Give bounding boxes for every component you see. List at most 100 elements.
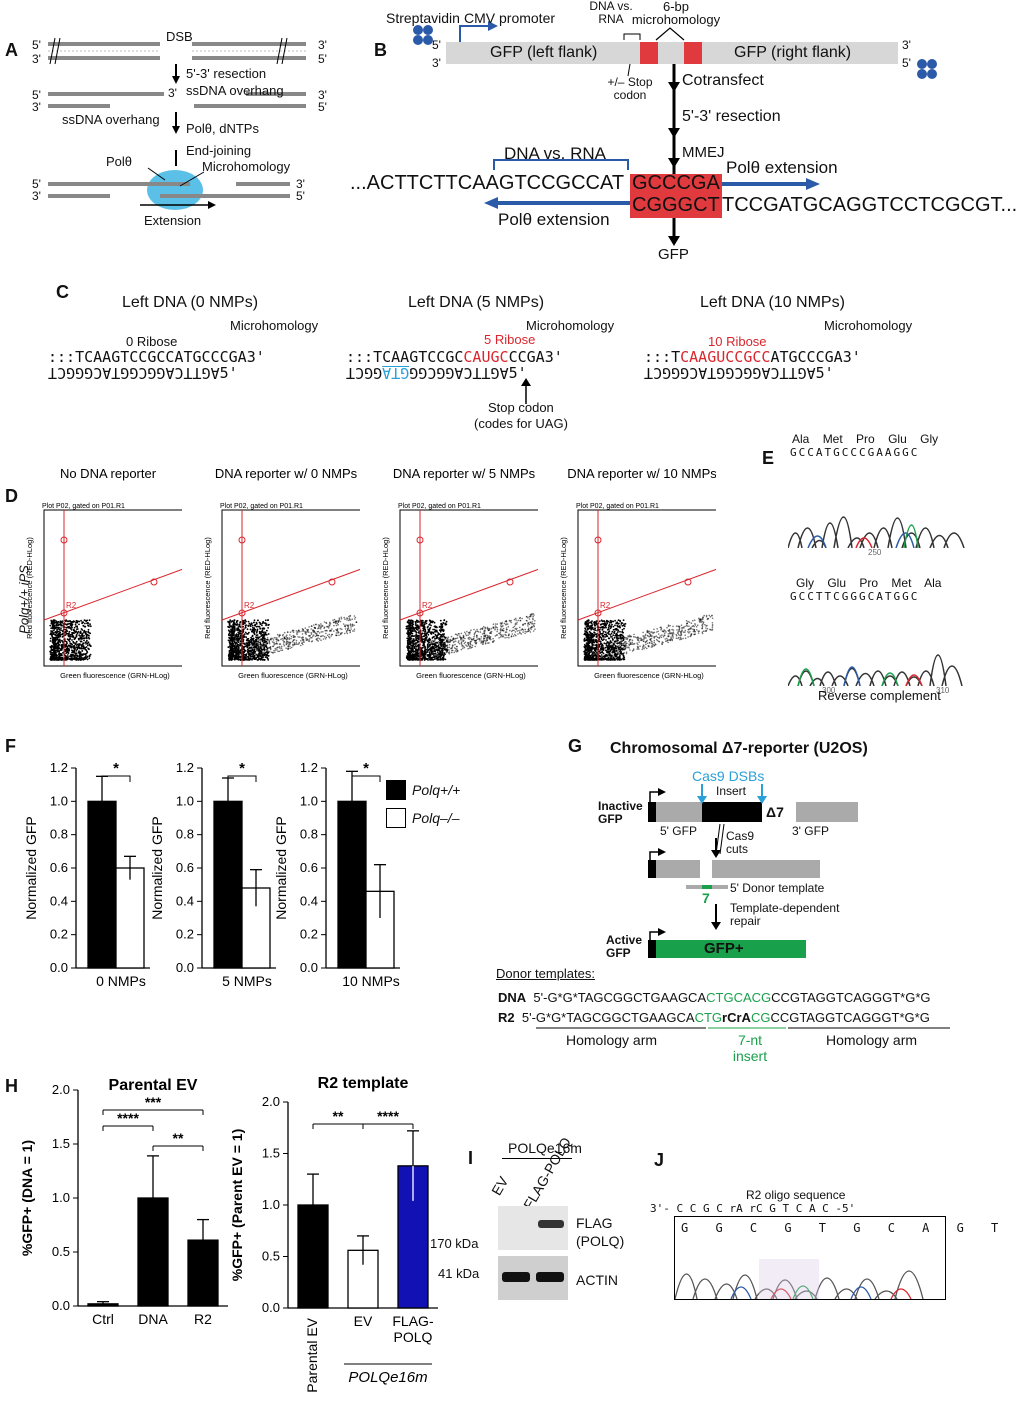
flow-dot — [86, 639, 88, 642]
flow-dot — [513, 629, 515, 632]
flow-dot — [409, 642, 411, 644]
flow-dot — [636, 642, 638, 644]
flow-dot — [337, 630, 339, 633]
flow-dot — [248, 631, 250, 634]
flow-dot — [585, 625, 588, 628]
flow-dot — [264, 632, 267, 635]
flow-dot — [520, 629, 522, 631]
flow-dot — [424, 620, 427, 622]
flow-dot — [589, 655, 592, 657]
flow-dot — [591, 635, 593, 637]
flow-dot — [605, 639, 607, 641]
flow-dot — [264, 619, 267, 622]
flow-dot — [534, 620, 536, 622]
flow-dot — [275, 647, 278, 649]
flow-dot — [474, 631, 477, 634]
flow-dot — [72, 654, 75, 657]
flow-dot — [54, 646, 56, 649]
flow-dot — [494, 627, 496, 629]
a-5p-1: 5' — [32, 38, 41, 52]
flow-dot — [618, 622, 620, 625]
flow-gate-diagonal-1 — [221, 568, 360, 621]
flow-dot — [611, 623, 613, 626]
flow-dot — [335, 624, 338, 627]
flow-dot — [247, 624, 250, 627]
flow-dot — [349, 630, 352, 632]
flow-dot — [60, 656, 62, 659]
a-5p-5: 5' — [32, 177, 41, 191]
flow-dot — [429, 627, 432, 629]
flow-dot — [514, 631, 517, 633]
flow-dot — [440, 653, 443, 655]
flow-dot — [267, 638, 269, 641]
flow-dot — [52, 619, 55, 622]
flow-dot — [257, 659, 260, 661]
flow-dot — [325, 636, 328, 639]
flow-dot — [275, 643, 277, 645]
a-5p-4: 5' — [318, 100, 327, 114]
flow-dot — [429, 638, 432, 641]
flow-dot — [285, 643, 288, 645]
flow-dot — [233, 640, 235, 642]
flow-dot — [259, 654, 261, 657]
flow-dot — [245, 636, 248, 639]
flow-dot — [87, 641, 90, 644]
flow-plot-frame-3 — [577, 509, 716, 667]
flow-dot — [60, 629, 62, 632]
flow-dot — [440, 658, 443, 661]
flow-dot — [500, 630, 502, 632]
flow-dot — [411, 630, 414, 633]
flow-dot — [632, 648, 635, 650]
flow-dot — [618, 657, 621, 660]
flow-dot — [313, 626, 316, 629]
flow-dot — [55, 624, 58, 627]
flow-dot — [73, 642, 76, 644]
flow-dot — [588, 621, 591, 624]
flow-dot — [589, 631, 592, 634]
flow-dot — [52, 645, 54, 648]
flow-dot — [263, 628, 265, 630]
flow-dot — [415, 628, 418, 631]
flow-dot — [335, 628, 337, 631]
flow-dot — [239, 656, 242, 659]
flow-dot — [698, 620, 701, 622]
flow-dot — [67, 638, 70, 641]
flow-dot — [600, 638, 603, 641]
flow-dot — [52, 655, 55, 658]
flow-dot — [606, 621, 608, 623]
flow-plot-title-2: DNA reporter w/ 5 NMPs — [393, 466, 536, 481]
flow-dot — [76, 648, 79, 651]
panel-a-diagram — [48, 37, 306, 210]
flow-dot — [423, 627, 426, 629]
flow-dot — [332, 621, 335, 624]
flow-dot — [465, 634, 468, 637]
flow-dot — [324, 629, 326, 632]
flow-dot — [69, 637, 71, 640]
flow-dot — [66, 630, 69, 632]
flow-dot — [237, 628, 240, 631]
flow-dot — [653, 644, 656, 647]
flow-dot — [234, 652, 237, 654]
flow-dot — [316, 634, 318, 636]
flow-dot — [612, 657, 615, 660]
flow-dot — [623, 623, 625, 626]
flow-dot — [452, 641, 455, 644]
flow-dot — [467, 642, 469, 644]
flow-dot — [584, 628, 587, 630]
flow-dot — [416, 658, 419, 660]
flow-dot — [289, 642, 291, 645]
flow-dot — [415, 645, 418, 648]
flow-dot — [584, 659, 586, 661]
flow-dot — [336, 622, 339, 625]
flow-dot — [89, 632, 92, 635]
flow-dot — [228, 650, 231, 652]
flow-dot — [446, 637, 449, 640]
flow-dot — [276, 649, 278, 651]
flow-dot — [263, 647, 265, 650]
flow-dot — [328, 637, 331, 639]
flow-dot — [253, 647, 256, 649]
flow-dot — [513, 618, 516, 621]
flow-dot — [417, 643, 420, 646]
